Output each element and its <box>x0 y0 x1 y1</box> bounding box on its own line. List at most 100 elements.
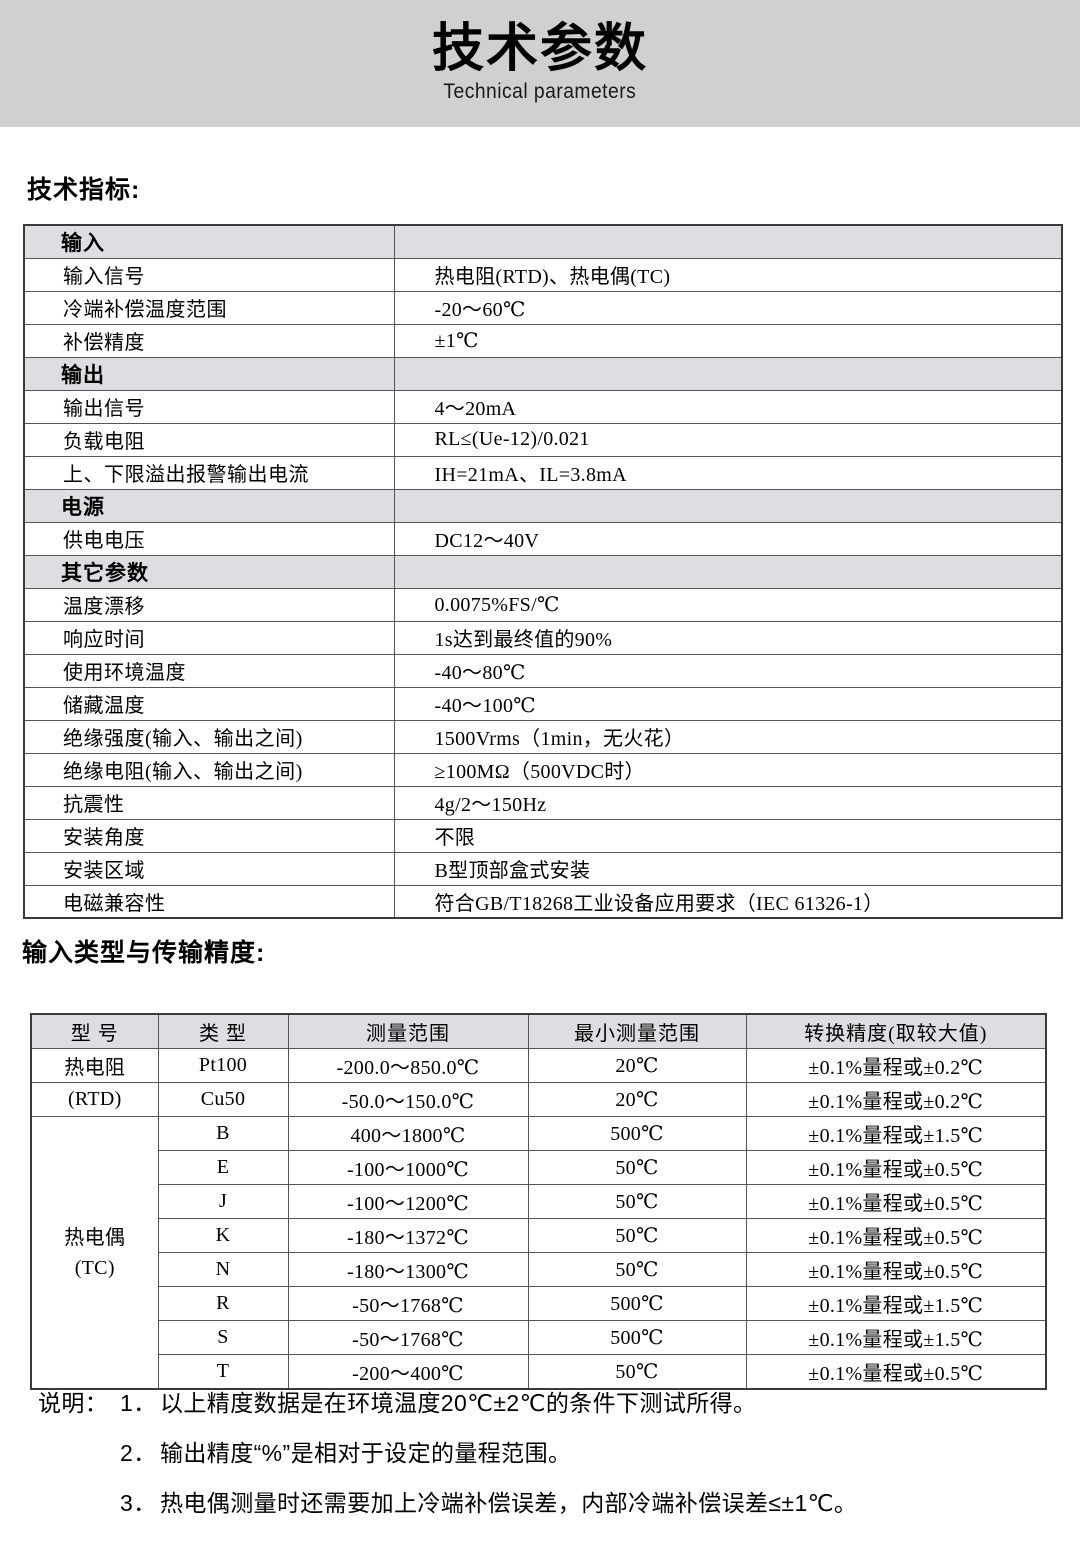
range-row: S -50～1768℃ 500℃ ±0.1%量程或±1.5℃ <box>31 1320 1047 1355</box>
range-type: Cu50 <box>157 1082 289 1117</box>
spec-value: 4g/2～150Hz <box>393 785 1063 820</box>
range-measure: -50.0～150.0℃ <box>287 1082 529 1117</box>
spec-label: 使用环境温度 <box>23 653 395 688</box>
spec-label: 电磁兼容性 <box>23 884 395 919</box>
spec-group-row: 输入 <box>23 224 1063 259</box>
range-measure: -180～1300℃ <box>287 1252 529 1287</box>
spec-value <box>393 554 1063 589</box>
note-text: 输出精度“%”是相对于设定的量程范围。 <box>160 1440 572 1466</box>
range-type: B <box>157 1116 289 1151</box>
spec-label: 上、下限溢出报警输出电流 <box>23 455 395 490</box>
range-type: J <box>157 1184 289 1219</box>
spec-value: B型顶部盒式安装 <box>393 851 1063 886</box>
range-group-label-line1: 热电偶 <box>64 1226 126 1249</box>
range-type: N <box>157 1252 289 1287</box>
range-accuracy: ±0.1%量程或±0.5℃ <box>745 1184 1047 1219</box>
spec-row: 输出信号 4～20mA <box>23 389 1063 424</box>
range-type: R <box>157 1286 289 1321</box>
range-accuracy: ±0.1%量程或±0.5℃ <box>745 1150 1047 1185</box>
range-measure: -100～1200℃ <box>287 1184 529 1219</box>
spec-label: 温度漂移 <box>23 587 395 622</box>
spec-value: IH=21mA、IL=3.8mA <box>393 455 1063 490</box>
spec-value: -40～80℃ <box>393 653 1063 688</box>
range-accuracy: ±0.1%量程或±1.5℃ <box>745 1320 1047 1355</box>
range-row: E -100～1000℃ 50℃ ±0.1%量程或±0.5℃ <box>31 1150 1047 1185</box>
range-accuracy: ±0.1%量程或±1.5℃ <box>745 1116 1047 1151</box>
spec-value: -20～60℃ <box>393 290 1063 325</box>
note-item: 3． 热电偶测量时还需要加上冷端补偿误差，内部冷端补偿误差≤±1℃。 <box>38 1484 1058 1534</box>
range-type: E <box>157 1150 289 1185</box>
range-row: R -50～1768℃ 500℃ ±0.1%量程或±1.5℃ <box>31 1286 1047 1321</box>
range-min: 50℃ <box>527 1252 747 1287</box>
range-group-label: 热电阻 <box>30 1048 159 1083</box>
technical-spec-body: 输入 输入信号 热电阻(RTD)、热电偶(TC) 冷端补偿温度范围 -20～60℃ 补偿精… <box>23 224 1063 919</box>
range-min: 50℃ <box>527 1184 747 1219</box>
spec-value: 1s达到最终值的90% <box>393 620 1063 655</box>
range-type: S <box>157 1320 289 1355</box>
range-column-header: 转换精度(取较大值) <box>745 1013 1047 1049</box>
note-number: 2． <box>120 1440 157 1466</box>
spec-label: 响应时间 <box>23 620 395 655</box>
range-measure: -200.0～850.0℃ <box>287 1048 529 1083</box>
technical-spec-table: 输入 输入信号 热电阻(RTD)、热电偶(TC) 冷端补偿温度范围 -20～60℃ 补偿精… <box>23 224 1063 919</box>
note-text: 以上精度数据是在环境温度20℃±2℃的条件下测试所得。 <box>160 1390 757 1416</box>
spec-label: 储藏温度 <box>23 686 395 721</box>
note-number: 1． <box>120 1390 157 1416</box>
range-column-header: 类 型 <box>157 1013 289 1049</box>
spec-label: 负载电阻 <box>23 422 395 457</box>
range-measure: -100～1000℃ <box>287 1150 529 1185</box>
note-item: 2． 输出精度“%”是相对于设定的量程范围。 <box>38 1434 1058 1484</box>
range-row: (RTD) Cu50 -50.0～150.0℃ 20℃ ±0.1%量程或±0.2℃ <box>30 1082 1047 1117</box>
spec-value: 4～20mA <box>393 389 1063 424</box>
spec-value: 1500Vrms（1min，无火花） <box>393 719 1063 754</box>
range-column-header: 测量范围 <box>287 1013 529 1049</box>
spec-label: 冷端补偿温度范围 <box>23 290 395 325</box>
banner-title: 技术参数 <box>431 19 648 78</box>
spec-row: 使用环境温度 -40～80℃ <box>23 653 1063 688</box>
range-group-label: (RTD) <box>30 1082 159 1117</box>
spec-value <box>393 356 1063 391</box>
range-row: T -200～400℃ 50℃ ±0.1%量程或±0.5℃ <box>31 1354 1047 1390</box>
spec-label: 绝缘电阻(输入、输出之间) <box>23 752 395 787</box>
note-number: 3． <box>120 1490 157 1516</box>
spec-group-label: 电源 <box>23 488 395 523</box>
range-min: 20℃ <box>527 1048 747 1083</box>
range-row: 热电阻 Pt100 -200.0～850.0℃ 20℃ ±0.1%量程或±0.2℃ <box>30 1048 1047 1083</box>
note-text: 热电偶测量时还需要加上冷端补偿误差，内部冷端补偿误差≤±1℃。 <box>160 1490 858 1516</box>
spec-row: 响应时间 1s达到最终值的90% <box>23 620 1063 655</box>
range-column-header: 型 号 <box>30 1013 159 1049</box>
spec-row: 负载电阻 RL≤(Ue-12)/0.021 <box>23 422 1063 457</box>
spec-row: 补偿精度 ±1℃ <box>23 323 1063 358</box>
note-item: 说明： 1． 以上精度数据是在环境温度20℃±2℃的条件下测试所得。 <box>38 1384 1058 1434</box>
spec-label: 补偿精度 <box>23 323 395 358</box>
notes-block: 说明： 1． 以上精度数据是在环境温度20℃±2℃的条件下测试所得。 2． 输出精度“%… <box>38 1384 1058 1534</box>
range-section-heading: 输入类型与传输精度: <box>22 939 266 967</box>
spec-row: 电磁兼容性 符合GB/T18268工业设备应用要求（IEC 61326-1） <box>23 884 1063 919</box>
spec-label: 安装角度 <box>23 818 395 853</box>
range-type: T <box>157 1354 289 1390</box>
spec-row: 供电电压 DC12～40V <box>23 521 1063 556</box>
spec-row: 温度漂移 0.0075%FS/℃ <box>23 587 1063 622</box>
spec-label: 输入信号 <box>23 257 395 292</box>
range-min: 500℃ <box>527 1320 747 1355</box>
spec-row: 储藏温度 -40～100℃ <box>23 686 1063 721</box>
range-min: 50℃ <box>527 1150 747 1185</box>
spec-row: 冷端补偿温度范围 -20～60℃ <box>23 290 1063 325</box>
spec-label: 绝缘强度(输入、输出之间) <box>23 719 395 754</box>
spec-value: 不限 <box>393 818 1063 853</box>
spec-label: 供电电压 <box>23 521 395 556</box>
range-row: 热电偶 (TC) B 400～1800℃ 500℃ ±0.1%量程或±1.5℃ <box>30 1116 1047 1390</box>
spec-label: 抗震性 <box>23 785 395 820</box>
range-accuracy: ±0.1%量程或±0.5℃ <box>745 1218 1047 1253</box>
spec-value <box>393 224 1063 259</box>
range-column-header: 最小测量范围 <box>527 1013 747 1049</box>
range-accuracy: ±0.1%量程或±0.5℃ <box>745 1354 1047 1390</box>
range-row: N -180～1300℃ 50℃ ±0.1%量程或±0.5℃ <box>31 1252 1047 1287</box>
range-min: 500℃ <box>527 1116 747 1151</box>
spec-value: ≥100MΩ（500VDC时） <box>393 752 1063 787</box>
spec-group-row: 输出 <box>23 356 1063 391</box>
range-min: 20℃ <box>527 1082 747 1117</box>
range-group-label-line2: (TC) <box>74 1256 115 1279</box>
spec-label: 安装区域 <box>23 851 395 886</box>
range-min: 50℃ <box>527 1354 747 1390</box>
